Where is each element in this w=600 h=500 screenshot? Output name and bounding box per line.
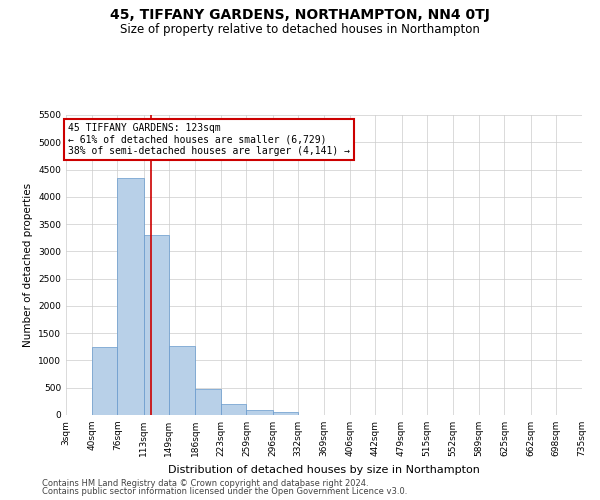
Bar bbox=[221, 404, 247, 415]
Text: Contains public sector information licensed under the Open Government Licence v3: Contains public sector information licen… bbox=[42, 488, 407, 496]
Bar bbox=[195, 389, 221, 415]
Text: 45 TIFFANY GARDENS: 123sqm
← 61% of detached houses are smaller (6,729)
38% of s: 45 TIFFANY GARDENS: 123sqm ← 61% of deta… bbox=[68, 123, 350, 156]
Bar bbox=[118, 178, 143, 415]
Bar bbox=[247, 410, 272, 415]
Bar bbox=[143, 235, 169, 415]
Y-axis label: Number of detached properties: Number of detached properties bbox=[23, 183, 32, 347]
Text: 45, TIFFANY GARDENS, NORTHAMPTON, NN4 0TJ: 45, TIFFANY GARDENS, NORTHAMPTON, NN4 0T… bbox=[110, 8, 490, 22]
Text: Contains HM Land Registry data © Crown copyright and database right 2024.: Contains HM Land Registry data © Crown c… bbox=[42, 478, 368, 488]
X-axis label: Distribution of detached houses by size in Northampton: Distribution of detached houses by size … bbox=[168, 464, 480, 474]
Bar bbox=[272, 412, 298, 415]
Bar bbox=[92, 347, 118, 415]
Bar bbox=[169, 346, 195, 415]
Text: Size of property relative to detached houses in Northampton: Size of property relative to detached ho… bbox=[120, 22, 480, 36]
